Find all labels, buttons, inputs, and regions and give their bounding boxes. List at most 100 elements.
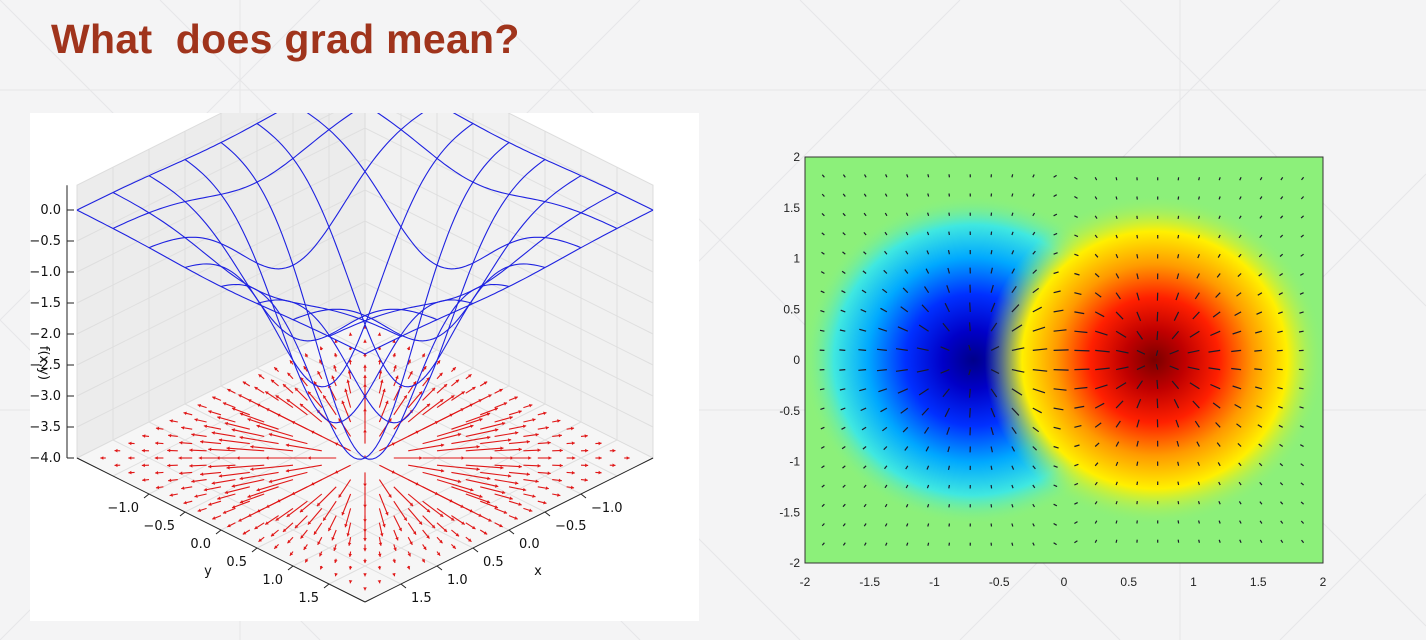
gradient-arrow-head bbox=[501, 490, 506, 495]
gradient-arrow bbox=[927, 212, 930, 216]
gradient-arrow-head bbox=[316, 502, 321, 507]
gradient-arrow bbox=[341, 400, 352, 423]
gradient-arrow bbox=[863, 465, 867, 469]
gradient-arrow bbox=[842, 193, 846, 197]
gradient-arrow bbox=[1197, 215, 1200, 219]
gradient-arrow-head bbox=[203, 424, 208, 429]
gradient-arrow bbox=[1298, 387, 1304, 390]
gradient-arrow-head bbox=[559, 448, 563, 453]
gradient-arrow-head bbox=[507, 474, 512, 478]
gradient-arrow bbox=[378, 479, 392, 498]
gradient-arrow bbox=[1300, 272, 1304, 276]
x-tick-label: 1.0 bbox=[447, 573, 468, 588]
gradient-arrow bbox=[821, 174, 825, 178]
gradient-arrow bbox=[860, 308, 867, 313]
gradient-arrow bbox=[1299, 406, 1304, 409]
gradient-arrow bbox=[842, 174, 846, 178]
gradient-arrow bbox=[1053, 388, 1067, 391]
gradient-arrow bbox=[902, 287, 909, 294]
gradient-arrow bbox=[906, 542, 909, 546]
gradient-arrow bbox=[940, 346, 950, 351]
gradient-arrow bbox=[1175, 292, 1180, 301]
gradient-arrow-head bbox=[183, 500, 187, 505]
gradient-arrow-head bbox=[197, 403, 202, 408]
gradient-arrow-head bbox=[457, 432, 462, 437]
gradient-arrow bbox=[436, 464, 480, 471]
gradient-arrow-head bbox=[421, 559, 425, 563]
gradient-arrow bbox=[968, 344, 971, 351]
gradient-arrow-head bbox=[460, 408, 464, 412]
gradient-arrow-head bbox=[317, 371, 321, 375]
gradient-arrow bbox=[839, 349, 846, 351]
surface-plot-svg: 0.0 −0.5 −1.0 −1.5 −2.0 −2.5 −3.0 −3.5 −4.0 1.5 1.… bbox=[30, 113, 655, 606]
gradient-arrow-head bbox=[407, 359, 411, 364]
gradient-arrow-head bbox=[571, 470, 575, 475]
gradient-arrow-head bbox=[348, 346, 353, 350]
gradient-arrow-head bbox=[478, 399, 482, 403]
gradient-arrow bbox=[1277, 311, 1283, 315]
gradient-arrow-head bbox=[289, 360, 294, 364]
gradient-arrow-head bbox=[282, 384, 287, 388]
gradient-arrow-head bbox=[526, 472, 530, 476]
gradient-arrow bbox=[436, 507, 455, 522]
gradient-arrow bbox=[1300, 253, 1304, 257]
gradient-arrow bbox=[1074, 215, 1078, 218]
gradient-arrow-head bbox=[212, 516, 216, 520]
gradient-arrow bbox=[218, 471, 250, 477]
gradient-arrow bbox=[1094, 292, 1102, 298]
gradient-arrow bbox=[918, 388, 929, 396]
gradient-arrow-head bbox=[385, 511, 389, 516]
gradient-arrow bbox=[944, 407, 950, 418]
gradient-arrow bbox=[923, 426, 930, 434]
gradient-arrow bbox=[990, 231, 993, 236]
gradient-arrow-head bbox=[418, 521, 423, 525]
gradient-arrow-head bbox=[363, 538, 367, 542]
gradient-arrow-head bbox=[265, 391, 269, 395]
gradient-arrow-head bbox=[363, 548, 367, 552]
gradient-arrow-head bbox=[236, 456, 240, 460]
gradient-arrow bbox=[863, 212, 867, 217]
gradient-arrow bbox=[239, 436, 279, 445]
gradient-arrow-head bbox=[258, 374, 262, 378]
gradient-arrow bbox=[299, 403, 323, 423]
gradient-arrow bbox=[1115, 366, 1129, 371]
gradient-arrow bbox=[1217, 253, 1221, 258]
gradient-arrow bbox=[480, 439, 512, 445]
gradient-arrow bbox=[1239, 539, 1242, 543]
gradient-arrow bbox=[465, 447, 504, 452]
gradient-arrow-head bbox=[426, 403, 431, 408]
gradient-arrow-head bbox=[155, 441, 159, 446]
gradient-arrow bbox=[494, 464, 522, 468]
gradient-arrow bbox=[1215, 292, 1221, 298]
gradient-arrow-head bbox=[274, 545, 278, 549]
wall-grid-line bbox=[76, 113, 654, 211]
gradient-arrow bbox=[905, 465, 909, 470]
gradient-arrow-head bbox=[440, 468, 445, 473]
gradient-arrow bbox=[1136, 440, 1139, 447]
gradient-arrow bbox=[1278, 424, 1283, 428]
gradient-arrow bbox=[1259, 482, 1263, 486]
gradient-arrow-head bbox=[227, 523, 231, 528]
gradient-arrow bbox=[480, 500, 499, 509]
gradient-arrow bbox=[1196, 441, 1200, 447]
gradient-arrow bbox=[393, 486, 414, 507]
gradient-arrow-head bbox=[507, 438, 512, 442]
gradient-arrow bbox=[286, 398, 308, 416]
gradient-arrow bbox=[1094, 422, 1102, 428]
gradient-arrow bbox=[1136, 380, 1143, 390]
gradient-arrow bbox=[1216, 442, 1221, 447]
gradient-arrow bbox=[1279, 253, 1284, 257]
gradient-arrow bbox=[1032, 287, 1040, 294]
gradient-arrow-head bbox=[483, 381, 488, 385]
gradient-arrow bbox=[451, 436, 491, 445]
gradient-arrow bbox=[1032, 306, 1042, 313]
gradient-arrow bbox=[1279, 272, 1284, 277]
gradient-arrow bbox=[422, 433, 462, 445]
gradient-arrow bbox=[1218, 520, 1221, 524]
gradient-arrow-head bbox=[328, 527, 332, 532]
gradient-arrow bbox=[897, 388, 909, 394]
gradient-arrow bbox=[1074, 425, 1082, 428]
gradient-arrow-head bbox=[407, 552, 411, 557]
y-tick-label: -1 bbox=[789, 455, 800, 469]
gradient-arrow bbox=[1136, 419, 1140, 428]
